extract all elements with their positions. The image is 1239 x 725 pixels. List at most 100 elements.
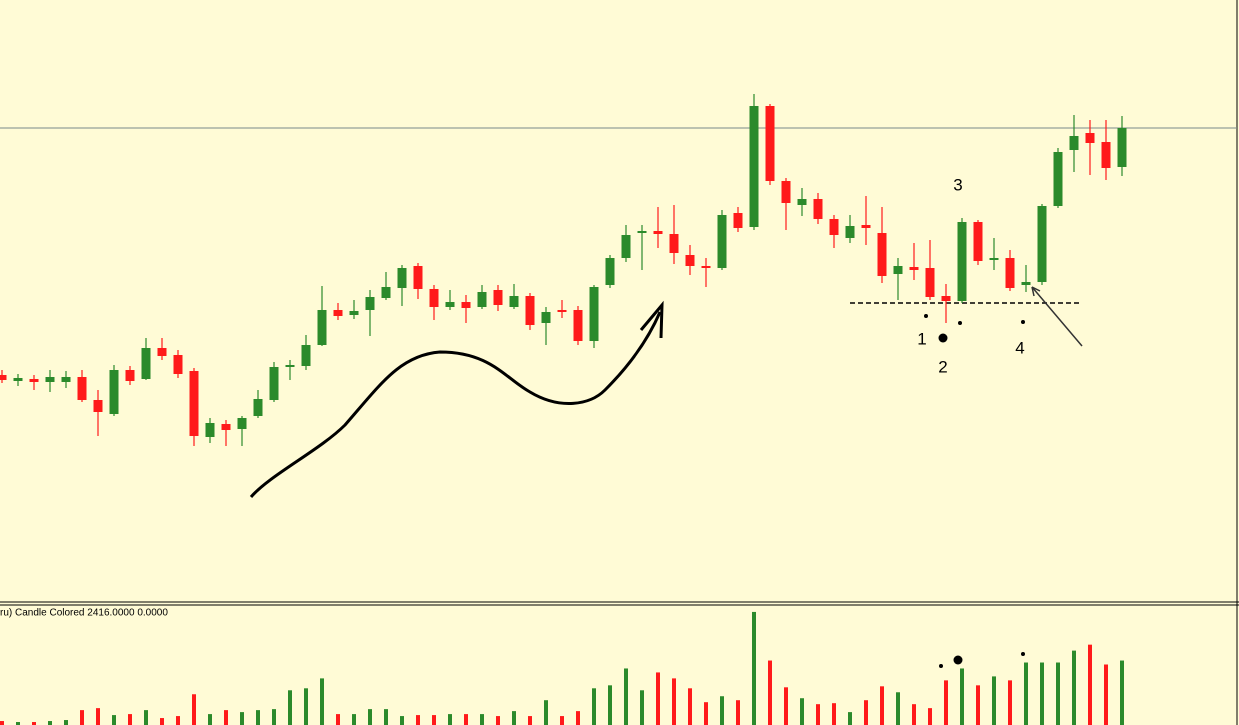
- volume-bar: [208, 714, 212, 725]
- volume-bar: [720, 696, 724, 725]
- dot: [939, 664, 943, 668]
- volume-bar: [496, 716, 500, 725]
- candle-body: [445, 302, 455, 307]
- volume-bar: [704, 702, 708, 725]
- volume-bar: [864, 700, 868, 725]
- volume-bar: [64, 720, 68, 725]
- volume-bar: [528, 716, 532, 725]
- candle-body: [621, 235, 631, 258]
- candle-body: [13, 378, 23, 381]
- candle-body: [77, 377, 87, 400]
- volume-bar: [576, 711, 580, 725]
- indicator-label: ru) Candle Colored 2416.0000 0.0000: [0, 608, 168, 619]
- volume-bar: [608, 685, 612, 725]
- candle-body: [813, 199, 823, 219]
- trend-curve: [249, 311, 662, 498]
- volume-bar: [448, 714, 452, 725]
- volume-bar: [832, 703, 836, 725]
- candle-body: [301, 345, 311, 366]
- candle-body: [1005, 258, 1015, 288]
- annotation: 3: [953, 175, 962, 194]
- candle-body: [1101, 142, 1111, 168]
- volume-bar: [1120, 660, 1124, 725]
- volume-bar: [464, 714, 468, 725]
- volume-bar: [112, 715, 116, 725]
- volume-bar: [80, 710, 84, 725]
- candle-body: [397, 268, 407, 288]
- candle-body: [93, 400, 103, 412]
- candle-body: [429, 289, 439, 307]
- candle-body: [541, 312, 551, 323]
- candle-body: [1053, 152, 1063, 206]
- volume-bar: [352, 714, 356, 725]
- candle-body: [381, 287, 391, 298]
- volume-bar: [400, 716, 404, 725]
- volume-bar: [272, 709, 276, 725]
- candle-body: [461, 302, 471, 308]
- candle-body: [957, 222, 967, 301]
- curve-arrowhead: [639, 300, 664, 339]
- volume-bar: [304, 688, 308, 725]
- dot: [938, 333, 948, 343]
- candle-body: [349, 311, 359, 315]
- volume-bar: [992, 676, 996, 725]
- volume-bar: [432, 715, 436, 725]
- candle-body: [61, 377, 71, 382]
- volume-bar: [288, 690, 292, 725]
- candle-body: [1021, 282, 1031, 285]
- candle-body: [1085, 133, 1095, 143]
- candle-body: [909, 267, 919, 270]
- candle-body: [29, 379, 39, 382]
- volume-bar: [96, 708, 100, 725]
- candle-body: [333, 310, 343, 316]
- candle-body: [669, 234, 679, 253]
- volume-bar: [144, 710, 148, 725]
- candle-body: [829, 219, 839, 235]
- candle-body: [605, 258, 615, 285]
- candle-body: [205, 423, 215, 437]
- volume-bar: [816, 704, 820, 725]
- candle-body: [189, 371, 199, 436]
- volume-bar: [976, 685, 980, 725]
- candle-body: [573, 310, 583, 341]
- candle-body: [861, 225, 871, 228]
- candle-body: [509, 296, 519, 307]
- volume-bar: [240, 712, 244, 725]
- candle-body: [525, 296, 535, 325]
- volume-bar: [384, 709, 388, 725]
- candle-body: [781, 181, 791, 203]
- candle-body: [317, 310, 327, 345]
- volume-bar: [368, 709, 372, 725]
- volume-bar: [1072, 650, 1076, 725]
- candle-body: [1037, 206, 1047, 282]
- candle-body: [685, 255, 695, 266]
- volume-bar: [0, 721, 4, 725]
- candle-body: [221, 424, 231, 430]
- candle-body: [893, 266, 903, 274]
- candle-body: [365, 297, 375, 310]
- dot: [953, 655, 963, 665]
- candle-body: [125, 370, 135, 381]
- volume-bar: [672, 678, 676, 725]
- volume-bar: [1056, 662, 1060, 725]
- volume-bar: [560, 716, 564, 725]
- candle-body: [109, 370, 119, 414]
- candle-body: [1069, 136, 1079, 150]
- candle-body: [877, 233, 887, 276]
- candle-body: [237, 418, 247, 429]
- volume-bar: [512, 711, 516, 725]
- volume-bar: [752, 611, 756, 725]
- volume-bar: [848, 712, 852, 725]
- volume-bar: [1008, 680, 1012, 725]
- candle-body: [973, 222, 983, 261]
- volume-bar: [1088, 644, 1092, 725]
- volume-bar: [16, 722, 20, 725]
- pointer-arrow: [1031, 286, 1083, 347]
- volume-bar: [480, 714, 484, 725]
- volume-bar: [800, 698, 804, 725]
- candle-body: [285, 365, 295, 367]
- volume-bar: [960, 668, 964, 725]
- candle-body: [797, 199, 807, 205]
